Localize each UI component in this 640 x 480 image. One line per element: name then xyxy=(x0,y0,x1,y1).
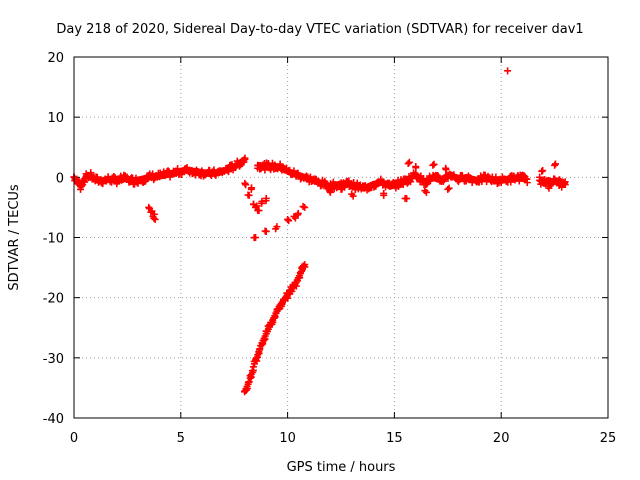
main-band-cluster-point xyxy=(285,217,293,225)
main-band-cluster-point xyxy=(445,184,453,192)
descending-branch-point xyxy=(261,335,269,343)
chart-title: Day 218 of 2020, Sidereal Day-to-day VTE… xyxy=(56,22,583,37)
x-tick-label: 5 xyxy=(177,431,185,446)
y-tick-label: 20 xyxy=(47,51,64,66)
x-tick-label: 10 xyxy=(279,431,296,446)
data-points xyxy=(70,67,569,396)
main-band-cluster-point xyxy=(299,203,307,211)
descending-branch-point xyxy=(296,269,304,277)
x-axis-label: GPS time / hours xyxy=(287,460,396,475)
descending-branch-point xyxy=(249,366,257,374)
main-band-cluster-point xyxy=(429,161,437,169)
main-band-cluster-point xyxy=(294,211,302,219)
main-band-cluster-point xyxy=(551,161,559,169)
main-band-cluster-point xyxy=(244,191,252,199)
main-band-cluster-point xyxy=(250,234,258,242)
main-band-cluster-point xyxy=(252,203,260,211)
descending-branch-point xyxy=(278,300,286,308)
descending-branch-point xyxy=(288,288,296,295)
main-band-cluster-point xyxy=(405,158,413,166)
main-band-cluster-point xyxy=(255,207,263,215)
y-tick-label: -10 xyxy=(43,232,64,247)
x-tick-label: 15 xyxy=(386,431,403,446)
main-band-cluster-point xyxy=(262,197,270,205)
descending-branch-point xyxy=(301,263,309,271)
main-band-cluster-point xyxy=(242,181,250,189)
main-band-cluster-point xyxy=(258,199,266,207)
plot-frame xyxy=(73,56,609,419)
main-band-point xyxy=(77,185,85,193)
main-band-point xyxy=(80,178,88,186)
grid xyxy=(74,57,608,418)
main-band-cluster-point xyxy=(404,160,412,168)
main-band-point xyxy=(73,175,81,183)
x-tick-label: 0 xyxy=(70,431,78,446)
outlier-point xyxy=(504,67,512,75)
descending-branch-point xyxy=(299,262,307,270)
y-tick-label: 0 xyxy=(56,171,64,186)
main-band-cluster-point xyxy=(421,187,429,195)
main-band-point xyxy=(87,169,95,177)
main-band-cluster-point xyxy=(349,192,357,200)
main-band-cluster-point xyxy=(545,184,553,192)
main-band-cluster-point xyxy=(261,227,269,235)
main-band-cluster-point xyxy=(253,202,261,210)
y-tick-label: 10 xyxy=(47,111,64,126)
descending-branch-point xyxy=(269,318,277,326)
main-band-cluster-point xyxy=(248,184,256,192)
descending-branch-point xyxy=(292,282,300,290)
main-band-cluster-point xyxy=(284,215,292,223)
descending-branch-point xyxy=(255,346,263,354)
main-band-point xyxy=(241,154,249,162)
main-band-cluster-point xyxy=(539,167,547,175)
y-axis-label: SDTVAR / TECUs xyxy=(7,184,22,291)
main-band-point xyxy=(536,173,544,181)
axes: 0 5 10 15 20 25 -40 -30 -20 -10 0 10 20 xyxy=(43,51,617,446)
main-band-cluster-point xyxy=(150,214,158,222)
y-tick-label: -30 xyxy=(43,352,64,367)
main-band-cluster-point xyxy=(380,189,388,197)
descending-branch-point xyxy=(260,337,268,345)
descending-branch-point xyxy=(254,353,262,361)
main-band-point xyxy=(507,178,515,186)
main-band-cluster-point xyxy=(301,203,309,211)
main-band-cluster-point xyxy=(442,166,450,174)
descending-branch-point xyxy=(247,373,255,381)
main-band-cluster-point xyxy=(338,185,346,193)
main-band-cluster-point xyxy=(272,225,280,233)
y-tick-label: -20 xyxy=(43,292,64,307)
main-band-cluster-point xyxy=(551,160,559,168)
main-band-point xyxy=(561,178,569,186)
main-band-cluster-point xyxy=(412,164,420,172)
descending-branch-point xyxy=(284,294,292,302)
descending-branch-point xyxy=(245,378,253,386)
x-tick-label: 20 xyxy=(493,431,510,446)
main-band-point xyxy=(523,179,531,187)
main-band-cluster-point xyxy=(403,195,411,203)
main-band-cluster-point xyxy=(444,185,452,193)
x-tick-label: 25 xyxy=(600,431,617,446)
main-band-cluster-point xyxy=(326,187,334,195)
y-tick-label: -40 xyxy=(43,412,64,427)
main-band-cluster-point xyxy=(151,215,159,223)
main-band-cluster-point xyxy=(430,160,438,168)
